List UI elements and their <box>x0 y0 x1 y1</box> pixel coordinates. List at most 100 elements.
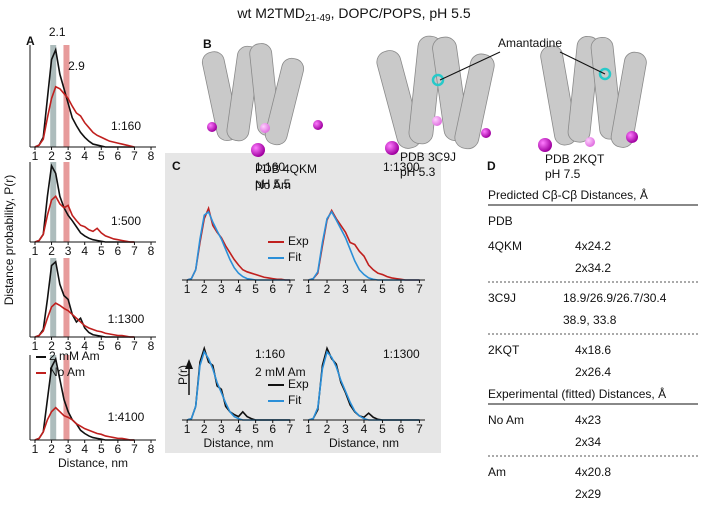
x-tick-label: 4 <box>81 149 88 163</box>
row-value: 4x24.2 <box>575 239 611 253</box>
x-tick-label: 6 <box>115 339 122 353</box>
ph-label: pH 5.3 <box>400 165 436 179</box>
plot-label: 1:500 <box>111 214 141 228</box>
y-axis-label: Distance probability, P(r) <box>2 175 16 306</box>
ph-label: pH 5.5 <box>255 177 291 191</box>
x-tick-label: 3 <box>65 339 72 353</box>
panel-label: B <box>203 37 212 51</box>
plot-label: 1:1300 <box>108 312 145 326</box>
x-tick-label: 5 <box>98 442 105 456</box>
table-header: Experimental (fitted) Distances, Å <box>488 386 666 401</box>
reference-label: 2.1 <box>49 25 66 39</box>
title-sub: 21-49 <box>305 13 331 24</box>
x-tick-label: 4 <box>235 422 242 436</box>
figure-title: wt M2TMD21-49, DOPC/POPS, pH 5.5 <box>236 5 471 24</box>
legend-label: Fit <box>288 250 302 264</box>
x-tick-label: 6 <box>115 244 122 258</box>
legend-label: Exp <box>288 234 309 248</box>
x-tick-label: 1 <box>32 149 39 163</box>
x-tick-label: 6 <box>398 282 405 296</box>
x-axis-label: Distance, nm <box>203 436 273 450</box>
legend-label: 2 mM Am <box>49 349 100 363</box>
x-tick-label: 5 <box>252 282 259 296</box>
reference-band <box>50 162 57 242</box>
x-tick-label: 3 <box>65 244 72 258</box>
legend-label: No Am <box>49 365 85 379</box>
x-tick-label: 7 <box>131 244 138 258</box>
panel-label: D <box>487 159 496 173</box>
legend-label: Fit <box>288 393 302 407</box>
x-tick-label: 2 <box>324 282 331 296</box>
x-tick-label: 6 <box>269 282 276 296</box>
x-tick-label: 3 <box>342 282 349 296</box>
x-tick-label: 1 <box>32 244 39 258</box>
y-arrowhead <box>185 359 193 369</box>
reference-band <box>63 355 70 440</box>
data-line <box>34 302 135 338</box>
x-tick-label: 3 <box>65 442 72 456</box>
reference-band <box>63 162 70 242</box>
plot-label: No Am <box>255 178 291 192</box>
plot-label: 2 mM Am <box>255 365 306 379</box>
x-tick-label: 1 <box>305 422 312 436</box>
pdb-id: PDB 4QKM <box>255 162 317 176</box>
row-name: 2KQT <box>488 343 520 357</box>
x-tick-label: 2 <box>201 422 208 436</box>
panel-label: A <box>26 34 35 48</box>
table-subheader: PDB <box>488 214 513 228</box>
x-axis-label: Distance, nm <box>329 436 399 450</box>
x-tick-label: 2 <box>48 442 55 456</box>
data-line <box>34 195 135 243</box>
x-tick-label: 5 <box>98 149 105 163</box>
row-value: 4x20.8 <box>575 465 611 479</box>
x-tick-label: 6 <box>269 422 276 436</box>
legend-label: Exp <box>288 377 309 391</box>
pdb-id: PDB 3C9J <box>400 150 456 164</box>
x-tick-label: 7 <box>287 422 294 436</box>
x-tick-label: 8 <box>148 244 155 258</box>
x-tick-label: 8 <box>148 442 155 456</box>
row-value: 2x29 <box>575 487 601 501</box>
x-tick-label: 3 <box>218 282 225 296</box>
plot-label: 1:4100 <box>108 410 145 424</box>
x-tick-label: 3 <box>218 422 225 436</box>
x-tick-label: 4 <box>235 282 242 296</box>
protein-bundles <box>201 35 647 157</box>
x-tick-label: 3 <box>342 422 349 436</box>
reference-label: 2.9 <box>68 59 85 73</box>
x-tick-label: 8 <box>148 149 155 163</box>
x-tick-label: 2 <box>48 244 55 258</box>
x-tick-label: 5 <box>379 282 386 296</box>
plot-label: 1:160 <box>255 347 285 361</box>
amantadine-label: Amantadine <box>498 36 562 50</box>
x-tick-label: 2 <box>324 422 331 436</box>
x-tick-label: 2 <box>48 339 55 353</box>
row-name: 3C9J <box>488 291 516 305</box>
x-tick-label: 6 <box>115 442 122 456</box>
x-tick-label: 1 <box>184 282 191 296</box>
x-tick-label: 1 <box>184 422 191 436</box>
row-value: 4x23 <box>575 413 601 427</box>
row-value: 2x34.2 <box>575 261 611 275</box>
x-tick-label: 5 <box>98 339 105 353</box>
plot-label: 1:160 <box>111 119 141 133</box>
panel-label: C <box>172 159 181 173</box>
row-name: 4QKM <box>488 239 522 253</box>
x-tick-label: 4 <box>361 282 368 296</box>
panel-c-background <box>165 153 441 453</box>
x-tick-label: 1 <box>32 442 39 456</box>
plot-label: 1:1300 <box>383 160 420 174</box>
x-tick-label: 4 <box>81 339 88 353</box>
reference-band <box>50 258 57 337</box>
x-tick-label: 7 <box>287 282 294 296</box>
x-tick-label: 6 <box>115 149 122 163</box>
row-name: No Am <box>488 413 524 427</box>
x-tick-label: 1 <box>305 282 312 296</box>
title-main: wt M2TMD <box>236 5 305 21</box>
row-value: 38.9, 33.8 <box>563 313 617 327</box>
x-tick-label: 5 <box>98 244 105 258</box>
x-tick-label: 7 <box>131 149 138 163</box>
pdb-id: PDB 2KQT <box>545 152 605 166</box>
table-header: Predicted Cβ-Cβ Distances, Å <box>488 187 648 202</box>
